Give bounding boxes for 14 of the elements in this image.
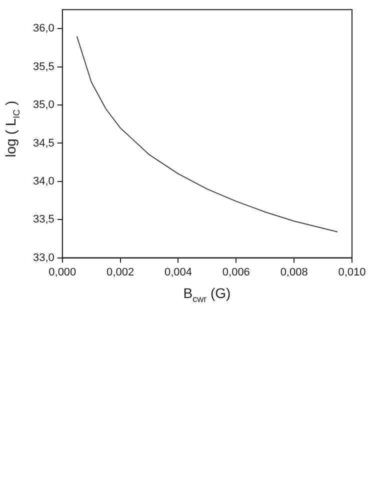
x-tick-label: 0,010 [338, 266, 366, 278]
y-tick-label: 35,0 [32, 99, 54, 112]
y-tick-label: 34,5 [32, 137, 54, 150]
y-tick-label: 36,0 [32, 22, 54, 35]
y-tick-label: 35,5 [32, 60, 54, 73]
x-axis-title: B$_{cwr}$ (G) [182, 285, 232, 304]
y-tick-label: 33,0 [32, 252, 54, 264]
y-tick-label: 34,0 [32, 175, 54, 188]
x-tick-label: 0,000 [48, 266, 76, 278]
y-tick-label: 33,5 [32, 214, 54, 226]
x-tick-label: 0,006 [222, 266, 250, 278]
x-tick-label: 0,002 [106, 266, 134, 278]
x-tick-label: 0,004 [164, 266, 192, 278]
x-tick-label: 0,008 [280, 266, 308, 278]
